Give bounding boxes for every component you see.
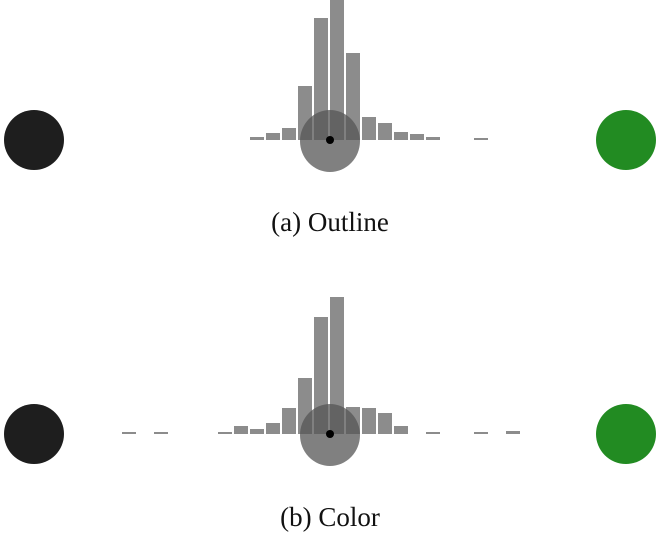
start-point xyxy=(4,404,64,464)
bar xyxy=(362,408,376,434)
bar xyxy=(394,426,408,434)
bar xyxy=(234,426,248,434)
bar xyxy=(282,408,296,434)
goal-point xyxy=(596,404,656,464)
agent-center xyxy=(326,430,334,438)
caption: (b) Color xyxy=(280,502,380,532)
bar xyxy=(474,138,488,140)
bar xyxy=(330,297,344,434)
bar xyxy=(282,128,296,140)
bar xyxy=(250,137,264,140)
bar xyxy=(250,429,264,434)
bar xyxy=(266,133,280,140)
bar xyxy=(394,132,408,140)
agent-center xyxy=(326,136,334,144)
panel: (b) Color xyxy=(4,297,656,532)
bar xyxy=(154,432,168,434)
bar xyxy=(474,432,488,434)
bar xyxy=(314,18,328,140)
caption: (a) Outline xyxy=(271,207,389,237)
bar xyxy=(122,432,136,434)
bar xyxy=(378,413,392,434)
bar xyxy=(330,0,344,140)
panel: (a) Outline xyxy=(4,0,656,237)
bar xyxy=(426,432,440,434)
bar xyxy=(362,117,376,140)
bar xyxy=(378,123,392,140)
bar xyxy=(506,431,520,434)
start-point xyxy=(4,110,64,170)
bar xyxy=(410,134,424,140)
bar xyxy=(218,432,232,434)
goal-point xyxy=(596,110,656,170)
bar xyxy=(266,423,280,434)
bar xyxy=(426,137,440,140)
